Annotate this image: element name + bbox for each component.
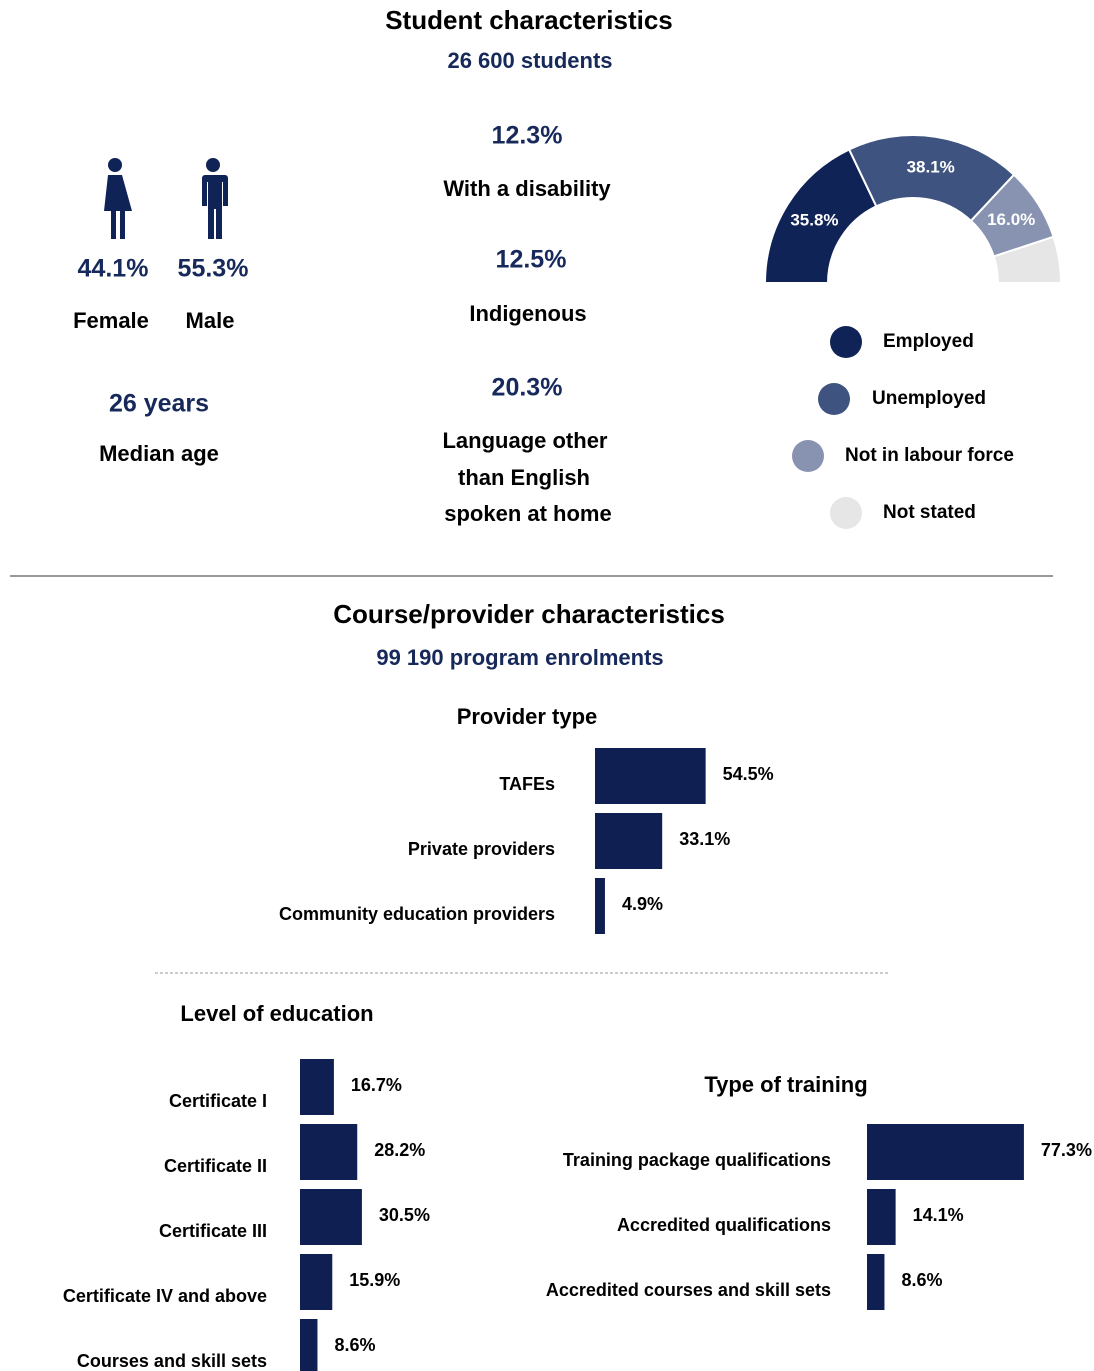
data-label: 28.2%	[374, 1140, 425, 1160]
category-label: Certificate III	[159, 1221, 267, 1241]
data-label: 15.9%	[349, 1270, 400, 1290]
bar	[595, 878, 605, 934]
legend-swatch	[792, 440, 824, 472]
legend-label: Employed	[883, 331, 974, 352]
data-label: 33.1%	[679, 829, 730, 849]
section-subtitle: 99 190 program enrolments	[376, 645, 663, 670]
legend-label: Not stated	[883, 502, 976, 523]
bar	[595, 748, 706, 804]
data-label: 16.7%	[351, 1075, 402, 1095]
stat-value: 44.1%	[78, 255, 149, 283]
stat-value: 55.3%	[178, 255, 249, 283]
bar	[300, 1254, 333, 1310]
category-label: Certificate IV and above	[63, 1286, 267, 1306]
category-label: Accredited courses and skill sets	[546, 1280, 831, 1300]
section-subtitle: 26 600 students	[447, 48, 612, 73]
data-label: 14.1%	[913, 1205, 964, 1225]
chart-title: Level of education	[180, 1001, 373, 1026]
data-label: 54.5%	[723, 764, 774, 784]
stat-label: Median age	[99, 441, 219, 466]
bar	[300, 1124, 358, 1180]
category-label: Courses and skill sets	[77, 1351, 267, 1371]
stat-value: 26 years	[109, 390, 209, 418]
stat-label: Indigenous	[469, 301, 586, 326]
bar	[867, 1124, 1024, 1180]
category-label: Private providers	[408, 839, 555, 859]
stat-label: Language other	[442, 428, 607, 453]
category-label: Certificate I	[169, 1091, 267, 1111]
stat-label: than English	[458, 465, 590, 490]
chart-title: Type of training	[704, 1072, 867, 1097]
stat-label: spoken at home	[444, 501, 611, 526]
bar	[867, 1254, 885, 1310]
category-label: TAFEs	[499, 774, 555, 794]
data-label: 38.1%	[907, 157, 955, 176]
data-label: 8.6%	[901, 1270, 942, 1290]
data-label: 77.3%	[1041, 1140, 1092, 1160]
chart-title: Provider type	[457, 704, 598, 729]
data-label: 4.9%	[622, 894, 663, 914]
stat-label: With a disability	[443, 176, 611, 201]
legend-swatch	[830, 326, 862, 358]
bar	[300, 1059, 334, 1115]
legend-swatch	[830, 497, 862, 529]
section-title: Course/provider characteristics	[333, 599, 725, 629]
bar	[300, 1319, 318, 1371]
bar	[300, 1189, 362, 1245]
data-label: 35.8%	[790, 210, 838, 229]
female-icon	[104, 158, 132, 239]
data-label: 30.5%	[379, 1205, 430, 1225]
category-label: Certificate II	[164, 1156, 267, 1176]
legend-label: Not in labour force	[845, 445, 1014, 466]
stat-value: 12.3%	[492, 122, 563, 150]
bar	[867, 1189, 896, 1245]
donut-segment	[992, 235, 1063, 284]
stat-value: 20.3%	[492, 374, 563, 402]
legend-swatch	[818, 383, 850, 415]
category-label: Community education providers	[279, 904, 555, 924]
male-icon	[201, 158, 228, 239]
data-label: 16.0%	[987, 210, 1035, 229]
bar	[595, 813, 663, 869]
category-label: Training package qualifications	[563, 1150, 831, 1170]
stat-value: 12.5%	[496, 246, 567, 274]
category-label: Accredited qualifications	[617, 1215, 831, 1235]
data-label: 8.6%	[334, 1335, 375, 1355]
section-title: Student characteristics	[385, 5, 673, 35]
legend-label: Unemployed	[872, 388, 986, 409]
stat-label: Female	[73, 308, 149, 333]
stat-label: Male	[186, 308, 235, 333]
